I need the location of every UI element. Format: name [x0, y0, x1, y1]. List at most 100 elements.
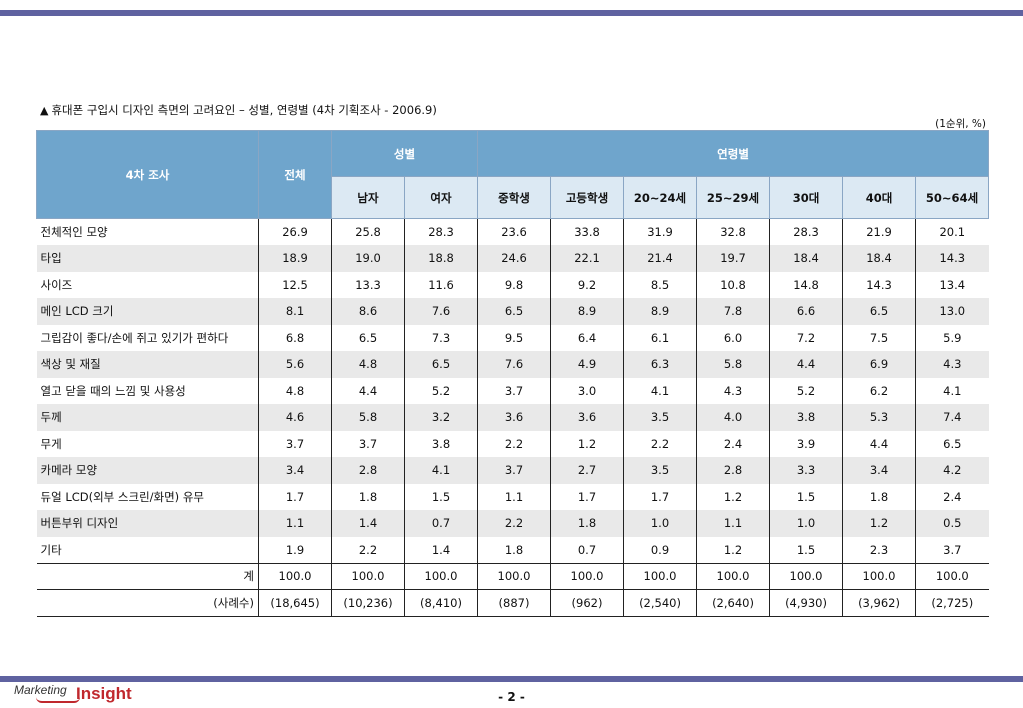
value-cell: 4.6 [258, 404, 332, 431]
subheader-cell: 30대 [769, 176, 844, 219]
value-cell: 33.8 [550, 218, 624, 245]
value-cell: 13.3 [331, 271, 405, 298]
value-cell: 3.7 [258, 430, 332, 457]
value-cell: 6.8 [258, 324, 332, 351]
header-gender-group: 성별 [330, 130, 479, 177]
subheader-cell: 중학생 [477, 176, 552, 219]
table-row: 카메라 모양 3.4 2.8 4.1 3.7 2.7 3.5 2.8 3.3 3.4 4.2 [36, 457, 989, 484]
value-cell: 6.5 [403, 351, 478, 378]
value-cell: 100.0 [403, 562, 478, 590]
value-cell: 0.7 [403, 510, 478, 537]
subheader-cell: 20~24세 [623, 176, 698, 219]
value-cell: 20.1 [915, 218, 989, 245]
table-row: 두께 4.6 5.8 3.2 3.6 3.6 3.5 4.0 3.8 5.3 7.4 [36, 404, 989, 431]
value-cell: 3.8 [769, 404, 843, 431]
value-cell: 1.2 [696, 536, 770, 563]
bottom-rule [0, 676, 1023, 682]
value-cell: 1.8 [477, 536, 551, 563]
value-cell: 4.1 [915, 377, 989, 404]
value-cell: 9.8 [477, 271, 551, 298]
value-cell: 13.4 [915, 271, 989, 298]
header-age-group: 연령별 [477, 130, 990, 177]
value-cell: 100.0 [842, 562, 916, 590]
page-number: - 2 - [498, 690, 525, 704]
subheader-cell: 남자 [331, 176, 405, 219]
value-cell: 2.2 [477, 430, 551, 457]
value-cell: 5.9 [915, 324, 989, 351]
subheader-cell: 25~29세 [696, 176, 771, 219]
value-cell: 14.3 [915, 245, 989, 272]
row-label: 카메라 모양 [36, 457, 259, 484]
value-cell: 8.1 [258, 298, 332, 325]
value-cell: 1.5 [769, 483, 843, 510]
value-cell: 2.2 [623, 430, 697, 457]
logo-swoosh [36, 697, 80, 703]
value-cell: 9.5 [477, 324, 551, 351]
row-label: 그립감이 좋다/손에 쥐고 있기가 편하다 [40, 330, 229, 345]
table-row: 타입 18.9 19.0 18.8 24.6 22.1 21.4 19.7 18.4 18.4 14… [36, 245, 989, 272]
value-cell: 3.4 [842, 457, 916, 484]
value-cell: 1.8 [842, 483, 916, 510]
value-cell: 4.0 [696, 404, 770, 431]
triangle-icon: ▲ [40, 104, 49, 117]
row-label: 색상 및 재질 [36, 351, 259, 378]
value-cell: 100.0 [331, 562, 405, 590]
value-cell: 3.6 [477, 404, 551, 431]
value-cell: 0.7 [550, 536, 624, 563]
value-cell: 4.1 [403, 457, 478, 484]
table-row: 사이즈 12.5 13.3 11.6 9.8 9.2 8.5 10.8 14.8 14.3 13.4 [37, 271, 989, 298]
value-cell: 1.1 [477, 483, 551, 510]
subheader-cell: 40대 [842, 176, 917, 219]
value-cell: 1.8 [550, 510, 624, 537]
value-cell: 18.4 [842, 245, 916, 272]
value-cell: 14.8 [769, 271, 843, 298]
subheader-cell: 여자 [403, 176, 479, 219]
value-cell: 4.1 [623, 377, 697, 404]
value-cell: 18.4 [769, 245, 843, 272]
value-cell: 1.2 [550, 430, 624, 457]
unit-note: (1순위, %) [935, 118, 986, 130]
value-cell: 3.7 [331, 430, 405, 457]
value-cell: 24.6 [477, 245, 551, 272]
value-cell: 0.5 [915, 510, 989, 537]
value-cell: 3.0 [550, 377, 624, 404]
value-cell: 1.4 [331, 510, 405, 537]
value-cell: (2,540) [623, 589, 697, 617]
value-cell: 2.2 [477, 510, 551, 537]
value-cell: 100.0 [915, 562, 989, 590]
value-cell: 1.7 [623, 483, 697, 510]
value-cell: 6.5 [477, 298, 551, 325]
value-cell: 1.4 [403, 536, 478, 563]
value-cell: 4.8 [331, 351, 405, 378]
value-cell: 100.0 [769, 562, 843, 590]
value-cell: 11.6 [403, 271, 478, 298]
value-cell: 100.0 [258, 562, 332, 590]
row-label: 메인 LCD 크기 [36, 298, 259, 325]
value-cell: 100.0 [696, 562, 770, 590]
row-label: 버튼부위 디자인 [36, 510, 259, 537]
value-cell: 1.8 [331, 483, 405, 510]
row-label: 열고 닫을 때의 느낌 및 사용성 [40, 383, 186, 398]
value-cell: 31.9 [623, 218, 697, 245]
value-cell: 2.4 [915, 483, 989, 510]
row-label: 무게 [40, 436, 62, 451]
subheader-cell: 50~64세 [915, 176, 990, 219]
value-cell: (2,725) [915, 589, 989, 617]
value-cell: 100.0 [550, 562, 624, 590]
value-cell: 3.3 [769, 457, 843, 484]
value-cell: 8.9 [550, 298, 624, 325]
value-cell: 7.6 [477, 351, 551, 378]
value-cell: 6.5 [331, 324, 405, 351]
value-cell: 5.2 [403, 377, 478, 404]
value-cell: 7.6 [403, 298, 478, 325]
value-cell: 6.3 [623, 351, 697, 378]
row-label: 전체적인 모양 [40, 225, 108, 239]
value-cell: 6.5 [915, 430, 989, 457]
table-row: 무게 3.7 3.7 3.8 2.2 1.2 2.2 2.4 3.9 4.4 6.5 [37, 430, 989, 457]
value-cell: 6.4 [550, 324, 624, 351]
value-cell: 3.4 [258, 457, 332, 484]
value-cell: 1.5 [403, 483, 478, 510]
row-label: 계 [36, 562, 259, 590]
value-cell: 6.0 [696, 324, 770, 351]
value-cell: 4.4 [769, 351, 843, 378]
